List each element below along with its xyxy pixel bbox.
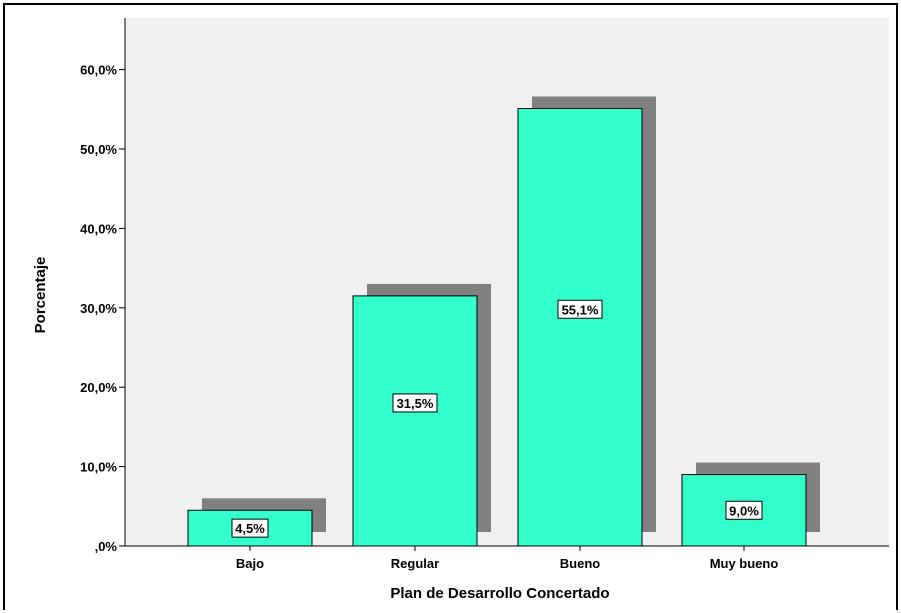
bar [352,295,478,547]
x-axis-title: Plan de Desarrollo Concertado [390,585,609,602]
bar [517,108,643,547]
y-tick-label: ,0% [95,539,118,554]
x-tick-label: Muy bueno [710,556,779,571]
data-label: 31,5% [397,396,434,411]
x-tick-label: Regular [391,556,439,571]
y-tick-label: 60,0% [80,63,117,78]
data-label-box [557,299,603,319]
x-tick-label: Bueno [560,556,601,571]
data-label: 9,0% [729,503,759,518]
data-label: 4,5% [235,521,265,536]
x-tick-label: Bajo [236,556,264,571]
data-label-box [231,518,269,538]
y-tick-label: 40,0% [80,221,117,236]
y-axis-title: Porcentaje [32,257,49,334]
data-label-box [725,500,763,520]
plot-area [125,18,889,546]
chart-frame [3,3,898,610]
y-tick-label: 20,0% [80,380,117,395]
y-tick-label: 30,0% [80,301,117,316]
y-tick-label: 50,0% [80,142,117,157]
y-tick-label: 10,0% [80,460,117,475]
data-label-box [392,393,438,413]
data-label: 55,1% [562,302,599,317]
